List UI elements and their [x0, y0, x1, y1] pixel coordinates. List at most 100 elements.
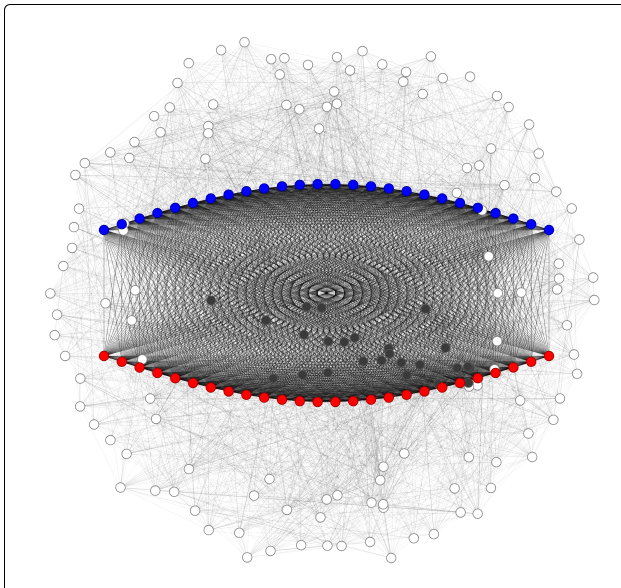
background-node	[74, 204, 84, 214]
background-node	[375, 475, 385, 485]
blue-node	[242, 186, 252, 196]
background-node	[337, 541, 347, 551]
background-node	[269, 374, 278, 383]
blue-node	[473, 203, 483, 213]
background-node	[399, 77, 409, 87]
background-node	[555, 394, 565, 404]
background-node	[415, 360, 424, 369]
background-node	[201, 154, 211, 164]
blue-node	[135, 214, 145, 224]
background-node	[504, 102, 514, 112]
background-node	[184, 58, 194, 68]
red-node	[99, 351, 109, 361]
background-node	[71, 170, 81, 180]
red-node	[259, 393, 269, 403]
background-node	[572, 369, 582, 379]
background-node	[116, 483, 126, 493]
red-node	[170, 373, 180, 383]
background-node	[493, 288, 503, 298]
blue-node	[206, 194, 216, 204]
background-node	[303, 60, 313, 70]
background-node	[316, 513, 326, 523]
red-node	[509, 363, 519, 373]
background-node	[324, 337, 333, 346]
background-node	[452, 188, 462, 198]
background-node	[173, 78, 183, 88]
background-node	[465, 72, 475, 82]
background-node	[400, 449, 410, 459]
background-node	[438, 73, 448, 83]
background-node	[379, 462, 389, 472]
background-node	[106, 435, 116, 445]
background-node	[282, 100, 292, 110]
red-node	[135, 363, 145, 373]
background-node	[418, 89, 428, 99]
background-node	[486, 144, 496, 154]
red-node	[366, 395, 376, 405]
background-node	[207, 296, 216, 305]
blue-node	[384, 184, 394, 194]
background-node	[156, 128, 166, 138]
background-node	[527, 452, 537, 462]
background-node	[517, 288, 527, 298]
background-node	[76, 374, 86, 384]
background-node	[484, 251, 494, 261]
background-node	[60, 351, 70, 361]
background-node	[340, 338, 349, 347]
red-node	[206, 383, 216, 393]
background-node	[450, 484, 460, 494]
blue-node	[348, 180, 358, 190]
background-node	[265, 474, 275, 484]
background-node	[554, 274, 564, 284]
blue-node	[295, 180, 305, 190]
background-node	[378, 500, 388, 510]
background-node	[69, 222, 79, 232]
background-node	[300, 330, 309, 339]
blue-node	[313, 179, 323, 189]
blue-node	[509, 214, 519, 224]
background-node	[266, 546, 276, 556]
background-node	[492, 91, 502, 101]
background-node	[67, 243, 77, 253]
red-node	[313, 397, 323, 407]
background-node	[204, 129, 214, 139]
background-node	[329, 87, 339, 97]
blue-node	[420, 190, 430, 200]
background-node	[569, 350, 579, 360]
background-node	[421, 304, 430, 313]
red-node	[295, 396, 305, 406]
red-node	[455, 378, 465, 388]
blue-node	[188, 198, 198, 208]
background-node	[441, 343, 450, 352]
blue-node	[366, 182, 376, 192]
background-node	[80, 158, 90, 168]
background-node	[350, 333, 359, 342]
background-node	[302, 302, 311, 311]
background-node	[235, 528, 245, 538]
background-node	[204, 525, 214, 535]
background-node	[367, 498, 377, 508]
background-node	[295, 105, 305, 115]
background-node	[524, 429, 534, 439]
blue-node	[224, 190, 234, 200]
background-node	[75, 402, 85, 412]
blue-node	[437, 194, 447, 204]
background-node	[149, 111, 159, 121]
red-node	[544, 351, 554, 361]
background-node	[515, 396, 525, 406]
background-node	[333, 491, 343, 501]
background-node	[52, 310, 62, 320]
background-node	[125, 153, 135, 163]
blue-node	[153, 208, 163, 218]
red-node	[331, 397, 341, 407]
background-node	[554, 259, 564, 269]
background-node	[151, 486, 161, 496]
background-node	[552, 187, 562, 197]
background-node	[266, 54, 276, 64]
background-node	[190, 506, 200, 516]
background-node	[332, 99, 342, 109]
background-node	[208, 100, 218, 110]
blue-node	[544, 225, 554, 235]
background-node	[385, 349, 394, 358]
